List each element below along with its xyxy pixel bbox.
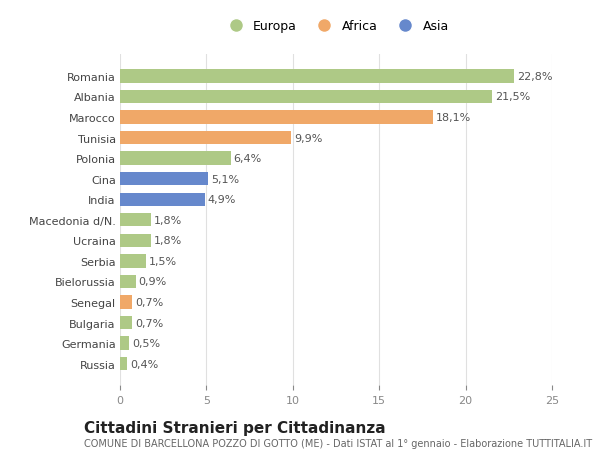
Bar xyxy=(120,275,136,289)
Bar xyxy=(120,173,208,186)
Text: 0,4%: 0,4% xyxy=(130,359,158,369)
Legend: Europa, Africa, Asia: Europa, Africa, Asia xyxy=(218,15,454,38)
Text: 18,1%: 18,1% xyxy=(436,113,471,123)
Bar xyxy=(120,70,514,84)
Bar xyxy=(120,357,127,370)
Text: 21,5%: 21,5% xyxy=(494,92,530,102)
Text: 9,9%: 9,9% xyxy=(294,133,323,143)
Text: COMUNE DI BARCELLONA POZZO DI GOTTO (ME) - Dati ISTAT al 1° gennaio - Elaborazio: COMUNE DI BARCELLONA POZZO DI GOTTO (ME)… xyxy=(84,438,592,448)
Text: 1,5%: 1,5% xyxy=(149,256,177,266)
Text: 0,7%: 0,7% xyxy=(135,318,163,328)
Text: 0,5%: 0,5% xyxy=(132,338,160,348)
Bar xyxy=(120,193,205,207)
Text: 22,8%: 22,8% xyxy=(517,72,553,82)
Text: 1,8%: 1,8% xyxy=(154,236,182,246)
Text: 0,7%: 0,7% xyxy=(135,297,163,308)
Bar xyxy=(120,296,132,309)
Bar xyxy=(120,316,132,330)
Bar xyxy=(120,152,230,165)
Bar xyxy=(120,213,151,227)
Bar xyxy=(120,132,291,145)
Bar xyxy=(120,337,128,350)
Bar xyxy=(120,255,146,268)
Text: 4,9%: 4,9% xyxy=(208,195,236,205)
Text: 6,4%: 6,4% xyxy=(234,154,262,164)
Bar xyxy=(120,234,151,247)
Text: 0,9%: 0,9% xyxy=(139,277,167,287)
Text: 5,1%: 5,1% xyxy=(211,174,239,185)
Text: Cittadini Stranieri per Cittadinanza: Cittadini Stranieri per Cittadinanza xyxy=(84,420,386,435)
Bar xyxy=(120,90,491,104)
Text: 1,8%: 1,8% xyxy=(154,215,182,225)
Bar xyxy=(120,111,433,124)
